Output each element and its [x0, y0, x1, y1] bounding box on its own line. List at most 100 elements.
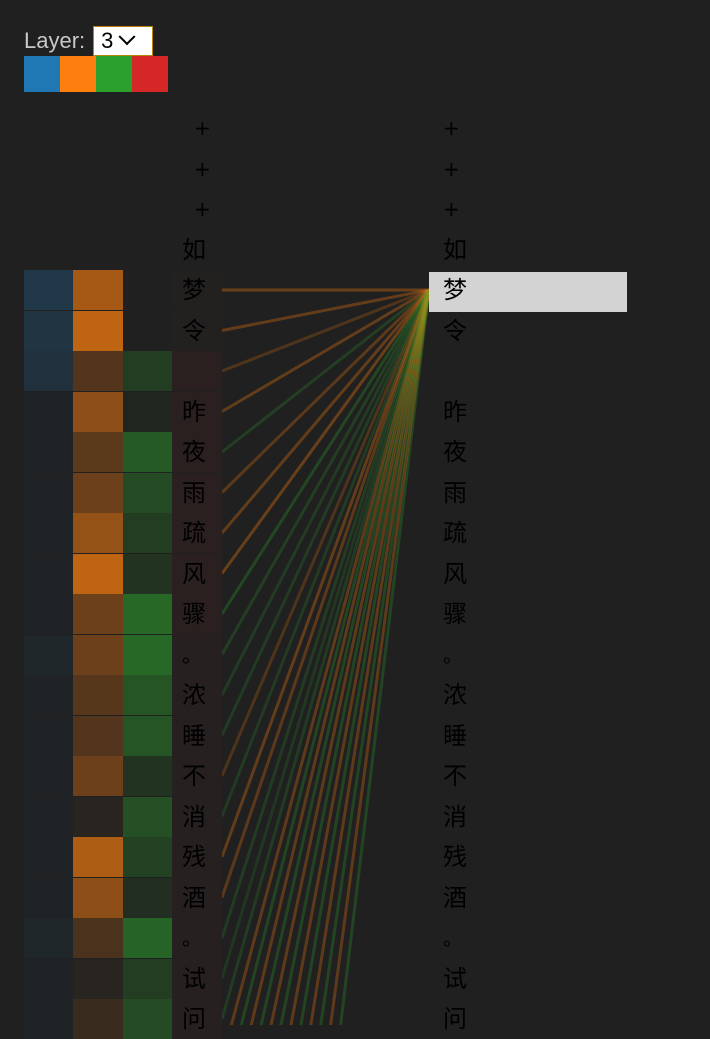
- right-token[interactable]: 残: [443, 843, 467, 871]
- right-token[interactable]: 骤: [443, 600, 467, 628]
- head-swatch-4[interactable]: [132, 56, 168, 92]
- layer-select-value: 3: [101, 28, 114, 53]
- attention-cell: [123, 594, 173, 634]
- attention-cell: [73, 634, 123, 675]
- left-token[interactable]: 昨: [182, 397, 206, 426]
- head-swatch-2[interactable]: [60, 56, 96, 92]
- attention-cell: [123, 513, 173, 553]
- attention-cell: [73, 513, 123, 553]
- right-token[interactable]: [443, 351, 483, 391]
- attention-line: [220, 289, 431, 979]
- left-token[interactable]: 雨: [182, 478, 206, 507]
- attention-cell: [73, 958, 123, 999]
- attention-cell: [123, 351, 173, 391]
- attention-cell: [123, 837, 173, 877]
- left-token[interactable]: +: [194, 156, 211, 181]
- right-token[interactable]: +: [443, 116, 460, 140]
- attention-cell: [172, 351, 222, 391]
- attention-line: [289, 289, 431, 1025]
- left-token[interactable]: [182, 351, 222, 391]
- head-swatch-3[interactable]: [96, 56, 132, 92]
- right-token[interactable]: 消: [443, 802, 467, 831]
- head-swatch-1[interactable]: [24, 56, 60, 92]
- attention-cell: [24, 472, 74, 513]
- attention-cell: [24, 675, 74, 715]
- attention-cell: [73, 351, 123, 391]
- attention-cell: [172, 918, 222, 958]
- attention-cell: [172, 594, 222, 634]
- left-token[interactable]: 不: [182, 762, 206, 790]
- left-token[interactable]: 残: [182, 843, 206, 871]
- left-token[interactable]: +: [194, 197, 211, 221]
- attention-cell: [172, 675, 222, 715]
- right-token[interactable]: 风: [443, 559, 467, 588]
- attention-cell: [24, 270, 74, 310]
- attention-cell: [73, 837, 123, 877]
- attention-line: [220, 289, 431, 737]
- attention-line: [220, 289, 431, 777]
- attention-cell: [123, 391, 173, 432]
- left-token[interactable]: 酒: [182, 883, 206, 912]
- right-token[interactable]: 。: [443, 642, 463, 667]
- left-token[interactable]: 问: [182, 1005, 206, 1033]
- attention-cell: [172, 634, 222, 675]
- right-token[interactable]: +: [443, 156, 460, 181]
- right-token[interactable]: 雨: [443, 478, 467, 507]
- attention-line: [309, 289, 431, 1025]
- attention-cell: [172, 513, 222, 553]
- attention-line: [220, 289, 431, 818]
- left-token[interactable]: 风: [182, 559, 206, 588]
- right-token[interactable]: 。: [443, 926, 463, 950]
- attention-cell: [123, 553, 173, 594]
- left-token[interactable]: 梦: [182, 276, 206, 304]
- attention-line: [221, 288, 430, 454]
- right-token[interactable]: 昨: [443, 397, 467, 426]
- right-token[interactable]: 问: [443, 1005, 467, 1033]
- left-token[interactable]: 令: [182, 316, 206, 345]
- left-token[interactable]: 夜: [182, 438, 206, 466]
- attention-cell: [24, 391, 74, 432]
- layer-select[interactable]: 3: [93, 26, 154, 56]
- left-token[interactable]: 试: [182, 964, 206, 993]
- right-token[interactable]: 梦: [443, 276, 467, 304]
- attention-cell: [73, 310, 123, 351]
- attention-line: [220, 289, 431, 858]
- attention-line: [220, 289, 431, 898]
- attention-line: [319, 289, 431, 1025]
- attention-line: [220, 289, 431, 575]
- right-token[interactable]: 疏: [443, 519, 467, 547]
- left-token[interactable]: 浓: [182, 681, 206, 709]
- attention-cell: [123, 634, 173, 675]
- attention-cell: [24, 513, 74, 553]
- right-token[interactable]: 夜: [443, 438, 467, 466]
- attention-cell: [24, 918, 74, 958]
- right-token[interactable]: 浓: [443, 681, 467, 709]
- left-token[interactable]: 如: [182, 235, 206, 264]
- attention-cell: [73, 432, 123, 472]
- left-token[interactable]: 骤: [182, 600, 206, 628]
- attention-cell: [24, 594, 74, 634]
- left-token[interactable]: 消: [182, 802, 206, 831]
- attention-cell: [172, 877, 222, 918]
- left-token[interactable]: 。: [182, 926, 202, 950]
- attention-cell: [73, 594, 123, 634]
- attention-cell: [123, 796, 173, 837]
- attention-line: [339, 289, 431, 1025]
- left-token[interactable]: +: [194, 116, 211, 140]
- attention-cell: [172, 432, 222, 472]
- attention-line: [221, 288, 430, 332]
- right-token[interactable]: 如: [443, 235, 467, 264]
- right-token[interactable]: +: [443, 197, 460, 221]
- attention-cell: [123, 675, 173, 715]
- left-token[interactable]: 。: [182, 642, 202, 667]
- right-token[interactable]: 睡: [443, 721, 467, 750]
- right-token[interactable]: 令: [443, 316, 467, 345]
- right-token[interactable]: 不: [443, 762, 467, 790]
- attention-line: [221, 288, 430, 413]
- left-token[interactable]: 睡: [182, 721, 206, 750]
- right-token[interactable]: 酒: [443, 883, 467, 912]
- attention-cell: [172, 310, 222, 351]
- right-token[interactable]: 试: [443, 964, 467, 993]
- attention-cell: [123, 432, 173, 472]
- left-token[interactable]: 疏: [182, 519, 206, 547]
